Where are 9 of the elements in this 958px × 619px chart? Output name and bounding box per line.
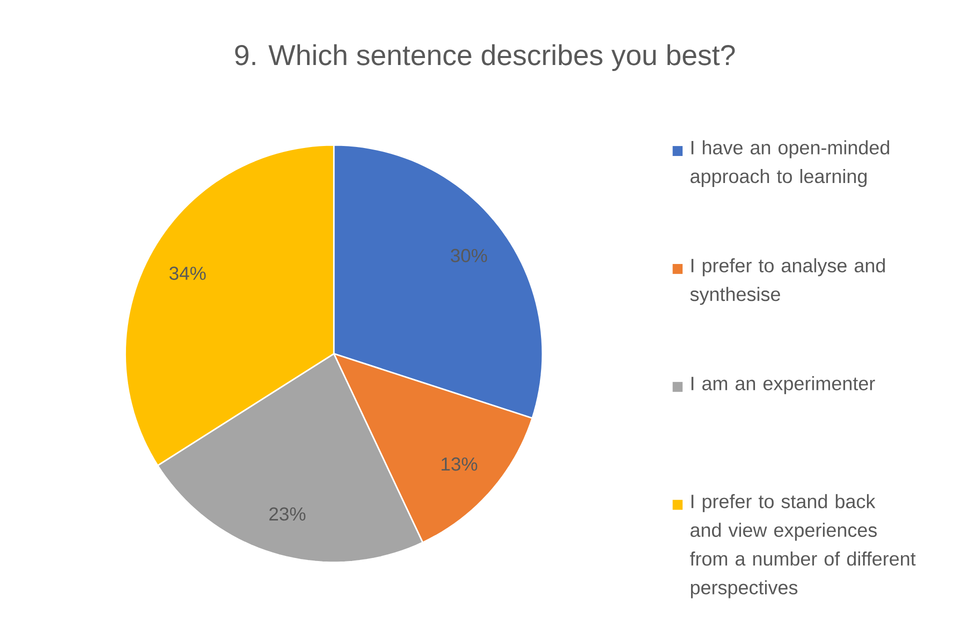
- chart-title: 9. Which sentence describes you best?: [235, 44, 735, 71]
- data-label: 30%: [450, 248, 488, 262]
- legend-label: I am an experimenter: [692, 376, 875, 394]
- data-label: 13%: [442, 457, 478, 471]
- legend-label: I prefer to analyse and synthesise: [690, 258, 885, 305]
- data-label: 23%: [269, 507, 306, 521]
- legend-label: I prefer to stand back and view experiences from a number of different perspectives: [690, 494, 916, 598]
- legend-label: I have an open-minded approach to learning: [690, 140, 890, 187]
- data-label: 34%: [169, 266, 206, 280]
